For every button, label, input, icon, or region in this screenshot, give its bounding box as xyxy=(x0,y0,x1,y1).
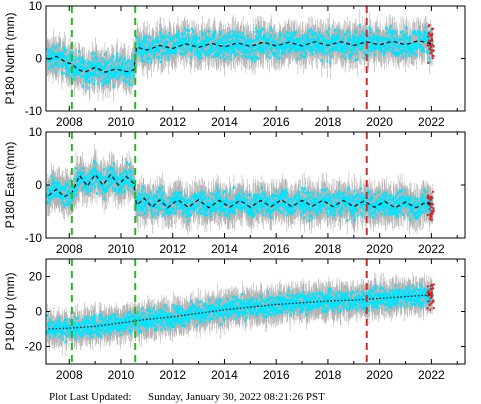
x-tick-label: 2016 xyxy=(263,368,290,382)
y-tick-label: 10 xyxy=(29,0,43,13)
x-tick-label: 2018 xyxy=(315,368,342,382)
y-tick-label: 20 xyxy=(29,270,43,284)
y-tick-label: 0 xyxy=(35,178,42,192)
x-tick-label: 2014 xyxy=(211,368,238,382)
x-tick-label: 2020 xyxy=(366,115,393,129)
y-axis-label: P180 Up (mm) xyxy=(3,272,17,350)
x-tick-label: 2008 xyxy=(56,242,83,256)
y-tick-label: 0 xyxy=(35,52,42,66)
x-tick-label: 2012 xyxy=(159,242,186,256)
y-tick-label: -20 xyxy=(25,340,43,354)
data-layer xyxy=(46,271,435,357)
recent-points xyxy=(426,24,435,64)
x-tick-label: 2020 xyxy=(366,242,393,256)
y-tick-label: -10 xyxy=(25,231,43,245)
x-tick-label: 2010 xyxy=(108,368,135,382)
x-tick-label: 2014 xyxy=(211,115,238,129)
x-tick-label: 2022 xyxy=(418,115,445,129)
recent-points xyxy=(426,190,435,221)
x-tick-label: 2012 xyxy=(159,115,186,129)
recent-points xyxy=(426,283,435,311)
y-tick-label: 10 xyxy=(29,125,43,139)
model-line xyxy=(48,39,432,73)
x-tick-label: 2010 xyxy=(108,242,135,256)
x-tick-label: 2016 xyxy=(263,115,290,129)
x-tick-label: 2014 xyxy=(211,242,238,256)
x-tick-label: 2016 xyxy=(263,242,290,256)
footer-label: Plot Last Updated: xyxy=(49,391,132,403)
model-line xyxy=(48,173,432,209)
data-layer xyxy=(46,143,435,236)
x-tick-label: 2008 xyxy=(56,368,83,382)
x-tick-label: 2012 xyxy=(159,368,186,382)
y-tick-label: -10 xyxy=(25,104,43,118)
x-tick-label: 2020 xyxy=(366,368,393,382)
y-axis-label: P180 North (mm) xyxy=(3,12,17,104)
x-tick-label: 2010 xyxy=(108,115,135,129)
panel-3: -20 0 20 2008 2010 2012 2014 2016 2018 2020 2022 P1… xyxy=(3,258,466,382)
footer-timestamp: Sunday, January 30, 2022 08:21:26 PST xyxy=(148,391,325,403)
y-tick-label: 0 xyxy=(35,305,42,319)
x-tick-label: 2018 xyxy=(315,242,342,256)
x-tick-label: 2022 xyxy=(418,368,445,382)
y-axis-label: P180 East (mm) xyxy=(3,142,17,229)
panel-2: -10 0 10 2008 2010 2012 2014 2016 2018 2020 2022 P1… xyxy=(3,125,466,256)
x-tick-label: 2008 xyxy=(56,115,83,129)
x-tick-label: 2022 xyxy=(418,242,445,256)
x-tick-label: 2018 xyxy=(315,115,342,129)
panel-1: -10 0 10 2008 2010 2012 2014 2016 2018 2020 2022 P1… xyxy=(3,0,466,129)
